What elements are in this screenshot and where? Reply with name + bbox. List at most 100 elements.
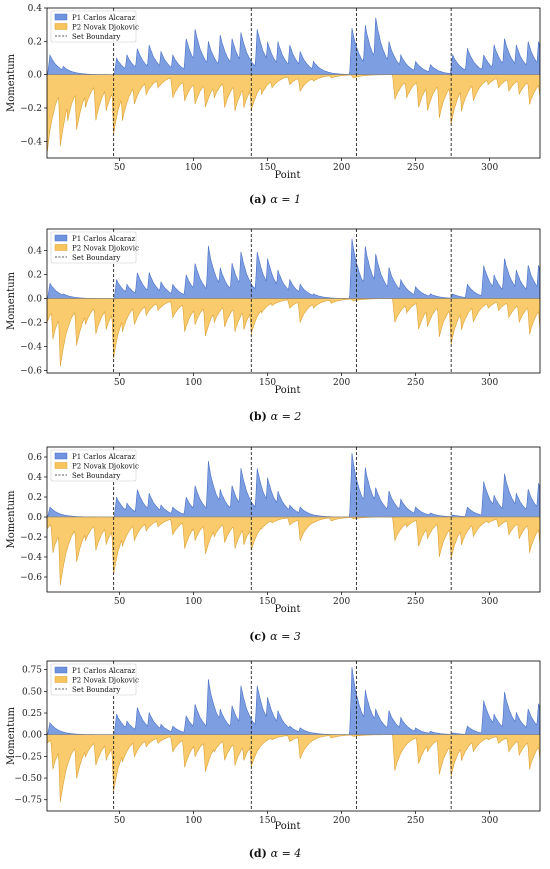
caption-label: (c) [249,630,270,643]
y-tick-label: −0.2 [20,319,42,329]
y-axis-label: Momentum [6,490,17,549]
y-tick-label: 0.00 [22,731,42,741]
axes-frame [46,446,541,593]
x-tick-label: 200 [333,816,350,826]
y-axis-label: Momentum [6,271,17,330]
y-tick-label: 0.2 [28,271,42,281]
y-tick-label: 0.25 [22,709,42,719]
y-tick-label: 0.2 [28,493,42,503]
legend-swatch-p1 [54,452,68,460]
panel-caption: (d) α = 4 [249,847,302,860]
y-tick-label: −0.4 [20,553,42,563]
axes-frame [46,660,541,812]
y-tick-label: −0.6 [20,573,42,583]
x-tick-label: 300 [481,597,498,607]
x-tick-label: 250 [407,597,424,607]
x-tick-label: 250 [407,378,424,388]
legend-swatch-p1 [54,13,68,21]
series-p1-area [47,667,540,735]
caption-text: α = 1 [270,193,301,206]
legend-label-p1: P1 Carlos Alcaraz [72,14,135,22]
plot-area [47,661,540,811]
series-p2-area [47,298,540,367]
series-p2-area [47,516,540,586]
y-tick-label: −0.25 [14,752,42,762]
legend-box [50,231,137,264]
x-tick-label: 200 [333,378,350,388]
x-axis-label: Point [274,385,300,396]
plot-area [47,229,540,373]
legend-label-p2: P2 Novak Djokovic [72,463,139,471]
legend-box [50,663,137,696]
x-tick-label: 300 [481,163,498,173]
x-tick-label: 50 [114,597,126,607]
legend-label-boundary: Set Boundary [72,472,120,480]
plot-area [47,447,540,592]
legend-label-p2: P2 Novak Djokovic [72,24,139,32]
x-tick-label: 250 [407,816,424,826]
legend-label-p1: P1 Carlos Alcaraz [72,667,135,675]
legend-label-p1: P1 Carlos Alcaraz [72,235,135,243]
x-tick-label: 50 [114,163,126,173]
caption-text: α = 3 [270,630,301,643]
caption-label: (b) [249,410,271,423]
x-tick-label: 200 [333,163,350,173]
series-p1-area [47,17,540,75]
x-tick-label: 150 [259,378,276,388]
legend-label-boundary: Set Boundary [72,254,120,262]
series-p2-area [47,74,540,154]
legend-label-p2: P2 Novak Djokovic [72,677,139,685]
legend-swatch-p2 [54,244,68,251]
chart-panel-2: 50 100 150 200 250 300 −0.6 −0.4 −0.2 0.0 0.2 0.4 Po… [6,228,541,423]
series-p1-area [47,238,540,299]
x-axis-label: Point [274,170,300,181]
y-tick-label: −0.6 [20,367,42,377]
x-tick-label: 100 [185,378,202,388]
y-tick-label: −0.2 [20,104,42,114]
y-tick-label: 0.0 [28,295,43,305]
y-tick-label: −0.50 [14,774,42,784]
y-tick-label: 0.2 [28,37,42,47]
x-tick-label: 100 [185,597,202,607]
y-tick-label: 0.0 [28,513,43,523]
legend-swatch-p2 [54,676,68,683]
panel-caption: (b) α = 2 [249,410,302,423]
x-tick-label: 150 [259,816,276,826]
caption-label: (d) [249,847,271,860]
x-tick-label: 150 [259,163,276,173]
legend-label-boundary: Set Boundary [72,686,120,694]
legend-label-p2: P2 Novak Djokovic [72,245,139,253]
y-tick-label: −0.75 [14,796,42,806]
caption-label: (a) [249,193,270,206]
legend-label-p1: P1 Carlos Alcaraz [72,453,135,461]
y-tick-label: 0.4 [28,247,43,257]
panel-caption: (a) α = 1 [249,193,301,206]
x-tick-label: 100 [185,816,202,826]
series-p2-area [47,734,540,803]
y-tick-label: −0.2 [20,533,42,543]
chart-panel-4: 50 100 150 200 250 300 −0.75 −0.50 −0.25 0.00 0.25… [6,660,541,860]
x-tick-label: 200 [333,597,350,607]
legend-swatch-p1 [54,234,68,242]
y-tick-label: −0.4 [20,137,42,147]
x-tick-label: 250 [407,163,424,173]
x-tick-label: 50 [114,378,126,388]
chart-panel-1: 50 100 150 200 250 300 −0.4 −0.2 0.0 0.2 0.4 Point M… [6,4,541,206]
legend-box [50,10,137,43]
x-tick-label: 150 [259,597,276,607]
y-tick-label: 0.6 [28,453,43,463]
axes-frame [46,7,541,159]
legend-label-boundary: Set Boundary [72,33,120,41]
legend-swatch-p1 [54,666,68,674]
x-tick-label: 50 [114,816,126,826]
legend-swatch-p2 [54,462,68,469]
x-axis-label: Point [274,821,300,832]
caption-text: α = 4 [271,847,302,860]
x-tick-label: 300 [481,378,498,388]
legend-box [50,449,137,482]
y-tick-label: −0.4 [20,343,42,353]
y-tick-label: 0.4 [28,4,43,14]
